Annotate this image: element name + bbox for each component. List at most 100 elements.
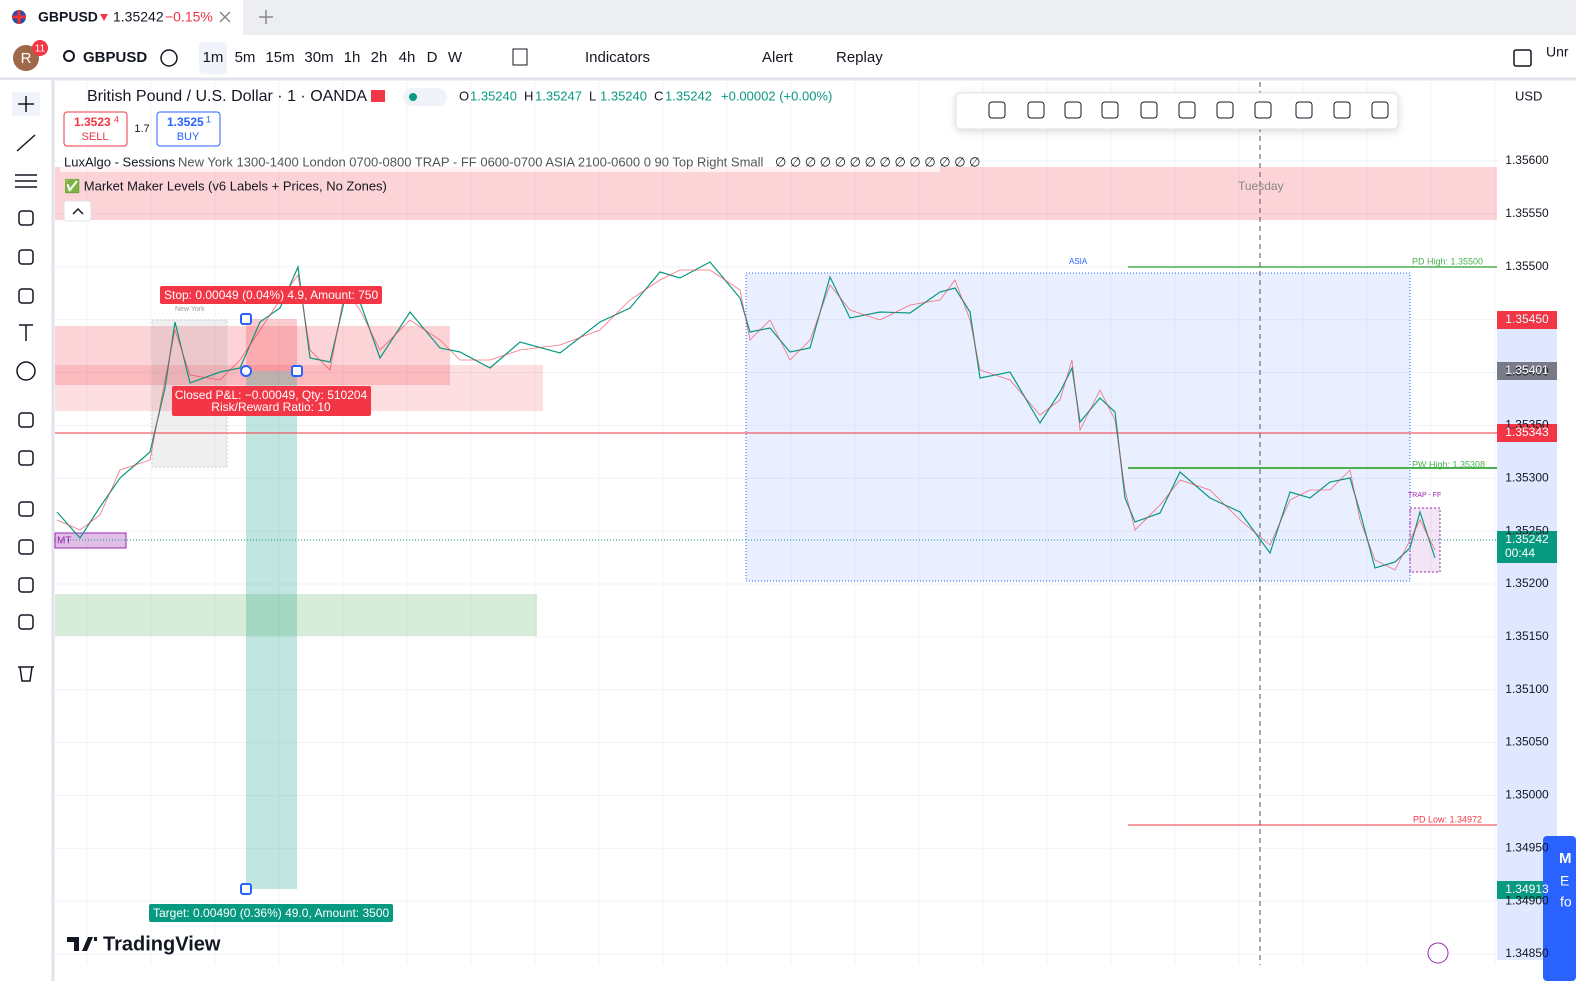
tool-icon	[18, 412, 34, 428]
interval[interactable]: W	[448, 49, 463, 66]
toolbar-icon	[1371, 101, 1389, 119]
buy-price: 1.3525	[167, 115, 204, 129]
handle	[240, 365, 252, 377]
price-tag	[1497, 362, 1557, 380]
session-label: TRAP - FF	[1408, 492, 1441, 499]
interval[interactable]: 15m	[265, 49, 294, 66]
close-tab[interactable]	[219, 11, 231, 23]
ohlc-value: 1.35240	[600, 88, 647, 103]
interval[interactable]: 1m	[203, 49, 224, 66]
currency-select[interactable]: USD	[1515, 88, 1542, 103]
price-tick: 1.35550	[1505, 206, 1549, 220]
tab-symbol: GBPUSD	[38, 9, 98, 25]
price-tick: 1.34950	[1505, 840, 1549, 854]
symbol-search[interactable]: GBPUSD	[83, 49, 147, 66]
interval[interactable]: 5m	[235, 49, 256, 66]
drawing-tools	[12, 92, 40, 682]
ratio-label: Risk/Reward Ratio: 10	[211, 400, 331, 414]
popup	[1543, 836, 1576, 981]
ohlc-key: L	[589, 88, 596, 103]
tool-icon	[18, 96, 34, 112]
replay-button[interactable]: Replay	[836, 49, 883, 66]
popup-title: M	[1559, 850, 1572, 867]
indicator-values: ∅ ∅ ∅ ∅ ∅ ∅ ∅ ∅ ∅ ∅ ∅ ∅ ∅ ∅	[775, 154, 981, 169]
account[interactable]: Unr	[1546, 44, 1569, 60]
interval[interactable]: 2h	[371, 49, 388, 66]
level-label: PW High: 1.35308	[1412, 459, 1485, 469]
tool-icon	[16, 134, 36, 152]
session-label: New York	[175, 306, 205, 313]
price-tick: 1.35450	[1505, 312, 1549, 326]
buy-digit: 1	[206, 114, 211, 124]
logo-mark	[67, 937, 97, 951]
target-label: Target: 0.00490 (0.36%) 49.0, Amount: 35…	[153, 906, 389, 920]
popup-text: fo	[1560, 894, 1572, 910]
tool-icon	[18, 614, 34, 630]
toolbar-icon	[1027, 101, 1045, 119]
badge	[32, 40, 48, 56]
tool-icon	[18, 539, 34, 555]
interval[interactable]: 30m	[304, 49, 333, 66]
alert-button[interactable]: Alert	[762, 49, 794, 66]
price-tag	[1497, 424, 1557, 442]
tool-icon	[19, 324, 33, 341]
flag-icon	[12, 10, 26, 24]
search-icon	[63, 50, 75, 62]
price-tick: 1.35600	[1505, 153, 1549, 167]
target-zone	[246, 371, 297, 889]
avatar[interactable]	[13, 45, 39, 71]
mt-label: MT	[57, 536, 71, 547]
price-tick: 1.35250	[1505, 523, 1549, 537]
price-tick: 1.34850	[1505, 946, 1549, 960]
price-tick: 1.35400	[1505, 365, 1549, 379]
ohlc-key: C	[654, 88, 663, 103]
handle	[291, 365, 303, 377]
indicators-button[interactable]: Indicators	[585, 49, 650, 66]
symbol-title: British Pound / U.S. Dollar · 1 · OANDA	[87, 88, 367, 105]
tool-icon	[18, 450, 34, 466]
chart	[54, 82, 1576, 981]
indicator-name: LuxAlgo - Sessions	[64, 154, 176, 169]
tool-icon	[15, 174, 37, 188]
price-tick: 1.35050	[1505, 735, 1549, 749]
interval[interactable]: D	[427, 49, 438, 66]
buy-button	[156, 111, 221, 147]
avatar-letter: R	[21, 50, 32, 67]
interval[interactable]: 1h	[344, 49, 361, 66]
toolbar-icon	[1178, 101, 1196, 119]
top-toolbar	[0, 36, 1576, 79]
price-tag	[1497, 311, 1557, 329]
logo-text: TradingView	[103, 933, 221, 955]
price-tick: 1.35000	[1505, 788, 1549, 802]
stop-label: Stop: 0.00049 (0.04%) 4.9, Amount: 750	[164, 288, 378, 302]
status-dot	[409, 93, 417, 101]
toolbar-icon	[1064, 101, 1082, 119]
sell-label: SELL	[82, 131, 109, 143]
ohlc-change: +0.00002 (+0.00%)	[721, 88, 832, 103]
layout-button[interactable]	[1513, 49, 1532, 67]
tool-icon	[18, 249, 34, 265]
interval[interactable]: 4h	[399, 49, 416, 66]
price-action	[56, 269, 1436, 571]
spread: 1.7	[134, 123, 149, 135]
level-label: PD High: 1.35500	[1412, 256, 1483, 266]
chart-type-button[interactable]	[512, 48, 528, 66]
zone	[55, 594, 537, 636]
price-tag-label: 1.35401	[1505, 363, 1549, 377]
chevron	[72, 207, 84, 215]
ohlc-value: 1.35247	[535, 88, 582, 103]
ohlc-key: O	[459, 88, 469, 103]
tab[interactable]	[0, 0, 243, 35]
level-label: PD Low: 1.34972	[1413, 814, 1482, 824]
sell-button	[63, 111, 128, 147]
tool-icon	[18, 501, 34, 517]
compare-button[interactable]	[160, 49, 178, 67]
price-tick: 1.34900	[1505, 893, 1549, 907]
new-tab[interactable]	[259, 10, 273, 24]
lightning-button	[1427, 942, 1449, 964]
tool-icon	[18, 210, 34, 226]
target-label-bg	[149, 904, 393, 922]
collapse-button	[63, 200, 92, 222]
zone	[55, 326, 450, 385]
